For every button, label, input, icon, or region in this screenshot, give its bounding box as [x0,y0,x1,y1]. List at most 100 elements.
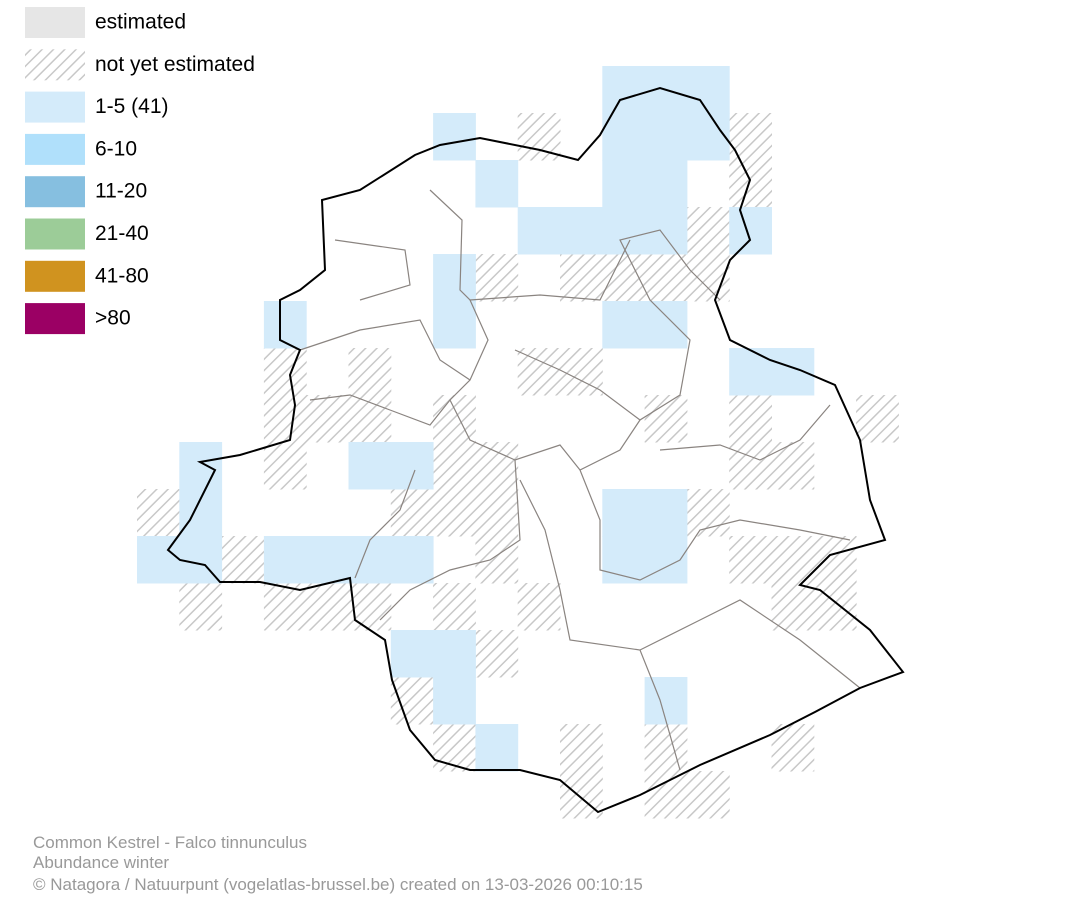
hatched-cell [475,489,519,537]
abundance-cell [390,536,434,584]
hatched-cell [729,160,772,208]
hatched-cell [475,536,519,584]
abundance-cell [263,301,307,349]
abundance-cell [179,489,223,537]
abundance-cell [179,442,223,490]
abundance-cell [263,536,307,584]
abundance-cell [433,677,476,725]
hatched-cell [686,207,730,255]
abundance-cell [644,536,688,584]
hatched-cell [475,630,519,678]
hatched-cell [433,724,476,772]
hatched-cell [390,677,434,725]
abundance-cell [306,536,349,584]
hatched-cell [306,583,349,631]
hatched-cell [771,536,815,584]
hatched-cell [475,442,519,490]
hatched-cell [221,536,265,584]
credits: © Natagora / Natuurpunt (vogelatlas-brus… [33,875,643,894]
hatched-cell [729,536,772,584]
hatched-cell [475,254,519,302]
abundance-cell [348,442,392,490]
abundance-cell [390,630,434,678]
legend-label: >80 [95,307,131,330]
abundance-cell [602,489,646,537]
hatched-cell [560,724,603,772]
hatched-cell [517,348,561,396]
abundance-cell [475,724,519,772]
legend-swatch [25,91,85,123]
abundance-cell [475,160,519,208]
hatched-cell [433,583,476,631]
abundance-cell [433,254,476,302]
abundance-cell [644,677,688,725]
abundance-cell [433,630,476,678]
hatched-cell [137,489,180,537]
abundance-cell [729,207,772,255]
hatched-cell [263,442,307,490]
hatched-cell [686,771,730,819]
hatched-cell [644,724,688,772]
abundance-cell [644,207,688,255]
municipal-borders [166,86,905,814]
abundance-cell [602,160,646,208]
hatched-cell [179,583,223,631]
legend-swatch [25,7,85,38]
abundance-cell [602,301,646,349]
abundance-cell [390,442,434,490]
hatched-cell [771,724,815,772]
hatched-cell [348,348,392,396]
hatched-cell [433,489,476,537]
hatched-cell [560,254,603,302]
abundance-cell [348,536,392,584]
hatched-cell [729,442,772,490]
legend-label: estimated [95,11,186,34]
legend-label: 1-5 (41) [95,95,169,118]
abundance-cell [686,113,730,161]
hatched-cell [348,583,392,631]
hatched-cell [306,395,349,443]
abundance-cell [644,301,688,349]
legend-label: 6-10 [95,137,137,160]
hatched-cell [729,395,772,443]
legend: estimated not yet estimated 1-5 (41) 6-10 11… [25,7,255,335]
hatched-cell [644,771,688,819]
legend-swatch [25,176,85,208]
legend-swatch [25,303,85,335]
hatched-cell [644,254,688,302]
hatched-cell [813,536,857,584]
hatched-cell [644,395,688,443]
abundance-cell [771,348,815,396]
abundance-cell [517,207,561,255]
species-name: Common Kestrel - Falco tinnunculus [33,833,307,852]
hatched-cell [433,395,476,443]
abundance-cell [433,113,476,161]
hatched-cell [856,395,899,443]
legend-label: 21-40 [95,222,149,245]
map-subtitle: Abundance winter [33,853,169,872]
grid-cells [137,66,899,819]
hatched-cell [433,442,476,490]
hatched-cell [263,395,307,443]
hatched-cell [263,348,307,396]
hatched-cell [602,254,646,302]
legend-swatch [25,133,85,165]
hatched-cell [517,583,561,631]
legend-swatch [25,260,85,292]
abundance-cell [686,66,730,114]
abundance-cell [644,113,688,161]
abundance-cell [560,207,603,255]
legend-swatch [25,49,85,81]
abundance-cell [644,160,688,208]
legend-label: 41-80 [95,264,149,287]
hatched-cell [686,489,730,537]
hatched-cell [771,583,815,631]
legend-label: not yet estimated [95,53,255,76]
abundance-cell [729,348,772,396]
legend-label: 11-20 [95,180,147,203]
legend-swatch [25,218,85,250]
hatched-cell [771,442,815,490]
abundance-cell [644,489,688,537]
